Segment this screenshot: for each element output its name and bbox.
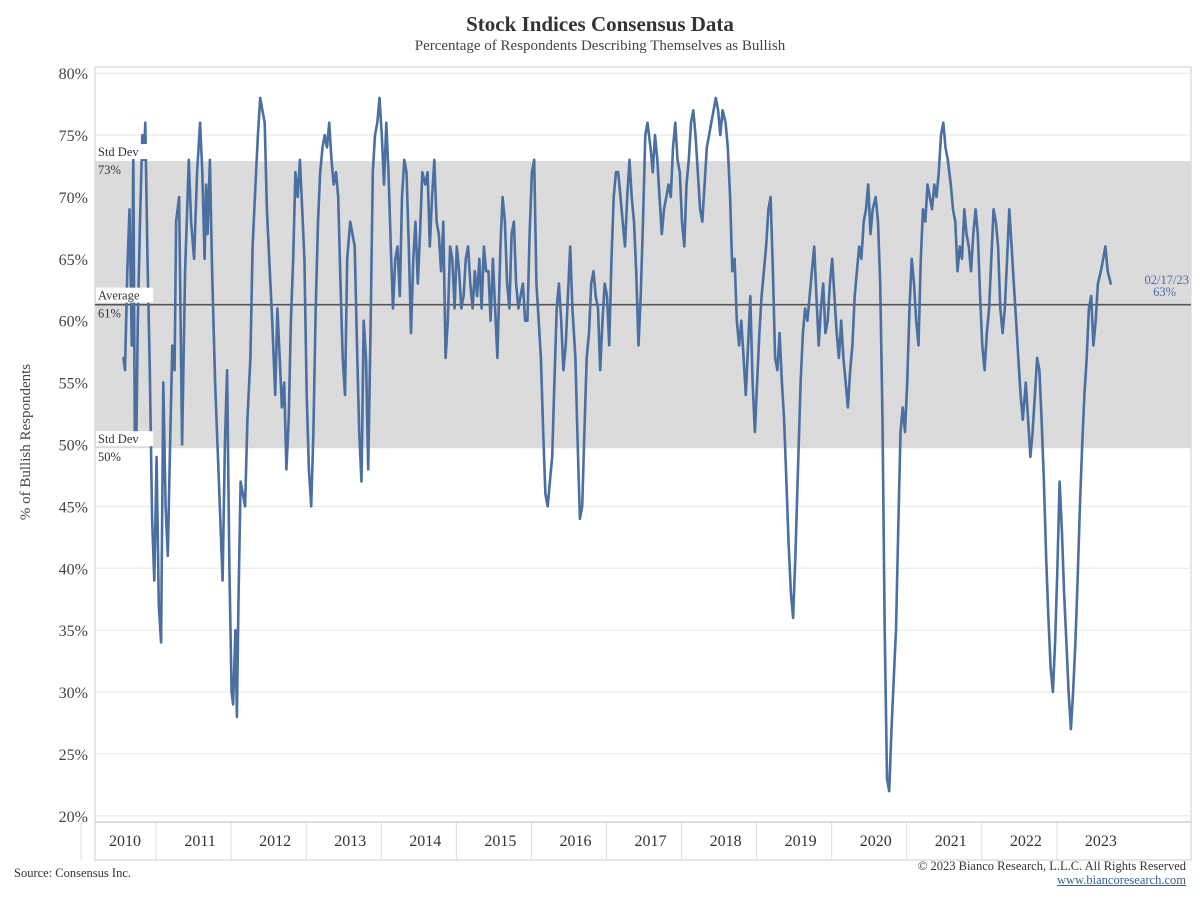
y-axis-label: % of Bullish Respondents <box>18 364 34 520</box>
x-tick-label: 2021 <box>935 833 967 850</box>
average-label: Average <box>98 289 140 303</box>
x-tick-label: 2016 <box>559 833 591 850</box>
x-tick-label: 2018 <box>710 833 742 850</box>
x-tick-label: 2011 <box>184 833 215 850</box>
series-group <box>122 96 1112 793</box>
y-tick-label: 50% <box>59 438 88 455</box>
axes: 20% 25% 30% 35% 40% 45% 50% 55% 60% 65% 70% 75% 80% 2… <box>59 66 1191 850</box>
chart-title: Stock Indices Consensus Data <box>466 12 734 36</box>
y-tick-label: 30% <box>59 685 88 702</box>
y-tick-label: 75% <box>59 128 88 145</box>
lower-std-dev-label: Std Dev <box>98 432 139 446</box>
lower-std-dev-value: 50% <box>98 450 121 464</box>
upper-std-dev-label-bg <box>96 144 154 160</box>
annotations: Std Dev 73% Average 61% Std Dev 50% 02/17/2363… <box>96 144 1189 464</box>
y-tick-label: 65% <box>59 252 88 269</box>
x-tick-label: 2013 <box>334 833 366 850</box>
y-tick-label: 70% <box>59 190 88 207</box>
x-tick-label: 2010 <box>109 833 141 850</box>
x-tick-label: 2017 <box>635 833 667 850</box>
y-tick-label: 45% <box>59 499 88 516</box>
x-tick-label: 2012 <box>259 833 291 850</box>
y-tick-label: 60% <box>59 314 88 331</box>
copyright-note: © 2023 Bianco Research, L.L.C. All Right… <box>917 859 1186 873</box>
website-link[interactable]: www.biancoresearch.com <box>1057 873 1186 887</box>
chart-subtitle: Percentage of Respondents Describing The… <box>414 38 786 54</box>
average-value: 61% <box>98 307 121 321</box>
y-tick-label: 40% <box>59 561 88 578</box>
y-tick-label: 80% <box>59 66 88 83</box>
x-tick-label: 2022 <box>1010 833 1042 850</box>
y-tick-label: 25% <box>59 747 88 764</box>
x-tick-label: 2020 <box>860 833 892 850</box>
y-tick-label: 55% <box>59 376 88 393</box>
x-tick-label: 2023 <box>1085 833 1117 850</box>
upper-std-dev-value: 73% <box>98 163 121 177</box>
y-tick-label: 35% <box>59 623 88 640</box>
last-point-date: 02/17/23 <box>1145 273 1189 287</box>
x-tick-label: 2014 <box>409 833 441 850</box>
upper-std-dev-label: Std Dev <box>98 145 139 159</box>
average-label-bg <box>96 287 154 303</box>
lower-std-dev-label-bg <box>96 431 154 447</box>
y-tick-label: 20% <box>59 809 88 826</box>
source-note: Source: Consensus Inc. <box>14 866 131 880</box>
series-line <box>122 96 1112 793</box>
x-tick-label: 2019 <box>785 833 817 850</box>
x-tick-label: 2015 <box>484 833 516 850</box>
last-point-value: 63% <box>1153 285 1176 299</box>
